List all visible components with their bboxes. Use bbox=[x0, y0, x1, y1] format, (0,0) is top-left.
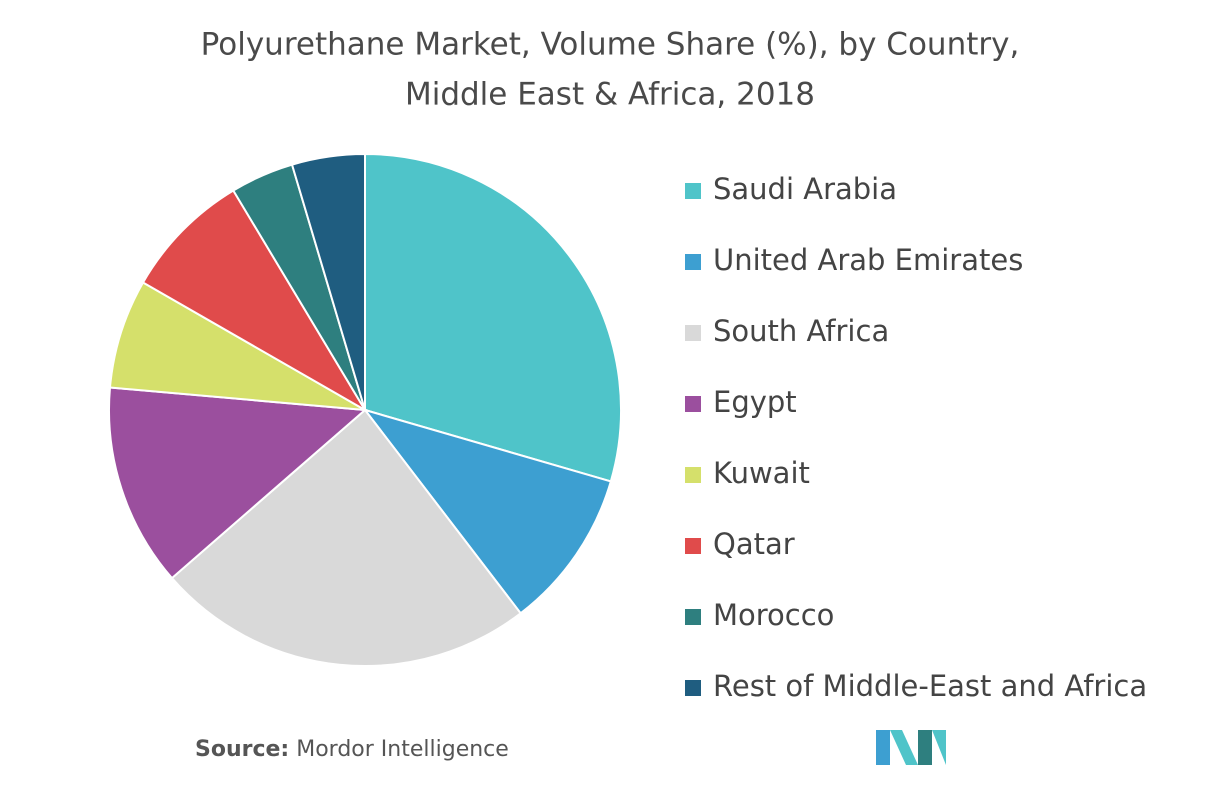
chart-title: Middle East & Africa, 2018 bbox=[405, 77, 815, 113]
pie-slice bbox=[108, 281, 366, 411]
source-text: Mordor Intelligence bbox=[296, 737, 509, 762]
logo bbox=[876, 730, 946, 765]
pie-slice bbox=[362, 408, 613, 615]
pie-slice bbox=[108, 386, 368, 580]
pie-slice bbox=[170, 408, 523, 667]
pie-slice bbox=[290, 152, 366, 411]
legend-label: South Africa bbox=[713, 314, 889, 348]
legend-label: Saudi Arabia bbox=[713, 172, 897, 206]
chart-title: Polyurethane Market, Volume Share (%), b… bbox=[201, 27, 1020, 63]
legend-label: Kuwait bbox=[713, 456, 810, 490]
legend-label: Morocco bbox=[713, 598, 834, 632]
legend-label: Egypt bbox=[713, 385, 797, 419]
legend-swatch bbox=[685, 609, 701, 625]
pie-slice bbox=[141, 189, 368, 413]
legend-swatch bbox=[685, 396, 701, 412]
legend-swatch bbox=[685, 183, 701, 199]
legend-label: Qatar bbox=[713, 527, 795, 561]
legend-swatch bbox=[685, 538, 701, 554]
legend-swatch bbox=[685, 254, 701, 270]
pie-slice bbox=[364, 152, 622, 483]
legend-swatch bbox=[685, 325, 701, 341]
source-label: Source: bbox=[195, 737, 289, 762]
legend-label: Rest of Middle-East and Africa bbox=[713, 669, 1147, 703]
legend-swatch bbox=[685, 680, 701, 696]
legend-label: United Arab Emirates bbox=[713, 243, 1023, 277]
legend-swatch bbox=[685, 467, 701, 483]
source: Source: Mordor Intelligence bbox=[195, 737, 509, 762]
